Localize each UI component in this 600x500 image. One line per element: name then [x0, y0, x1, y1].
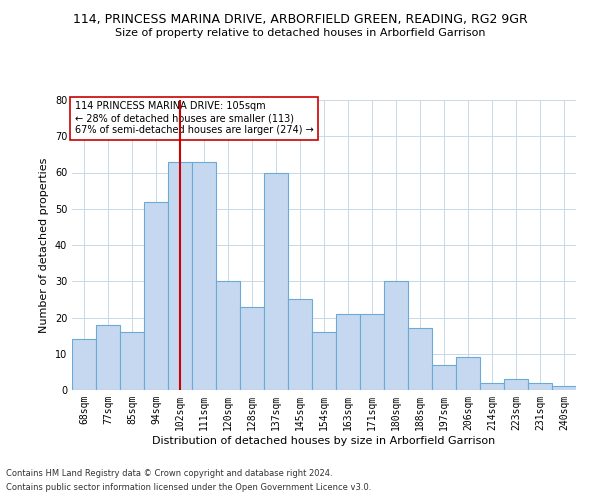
Bar [312, 332, 336, 390]
Bar [288, 300, 312, 390]
Bar [192, 162, 216, 390]
Bar [336, 314, 360, 390]
Bar [384, 281, 408, 390]
Bar [480, 383, 504, 390]
Bar [216, 281, 240, 390]
Text: Contains HM Land Registry data © Crown copyright and database right 2024.: Contains HM Land Registry data © Crown c… [6, 468, 332, 477]
Bar [120, 332, 144, 390]
Bar [264, 172, 288, 390]
Bar [360, 314, 384, 390]
Text: 114 PRINCESS MARINA DRIVE: 105sqm
← 28% of detached houses are smaller (113)
67%: 114 PRINCESS MARINA DRIVE: 105sqm ← 28% … [74, 102, 313, 134]
Bar [552, 386, 576, 390]
Bar [528, 383, 552, 390]
Bar [432, 364, 456, 390]
Text: 114, PRINCESS MARINA DRIVE, ARBORFIELD GREEN, READING, RG2 9GR: 114, PRINCESS MARINA DRIVE, ARBORFIELD G… [73, 12, 527, 26]
Text: Contains public sector information licensed under the Open Government Licence v3: Contains public sector information licen… [6, 484, 371, 492]
Bar [504, 379, 528, 390]
Y-axis label: Number of detached properties: Number of detached properties [39, 158, 49, 332]
Bar [240, 306, 264, 390]
Bar [456, 358, 480, 390]
Text: Size of property relative to detached houses in Arborfield Garrison: Size of property relative to detached ho… [115, 28, 485, 38]
Bar [144, 202, 168, 390]
Bar [408, 328, 432, 390]
Bar [72, 339, 96, 390]
Bar [168, 162, 192, 390]
X-axis label: Distribution of detached houses by size in Arborfield Garrison: Distribution of detached houses by size … [152, 436, 496, 446]
Bar [96, 325, 120, 390]
